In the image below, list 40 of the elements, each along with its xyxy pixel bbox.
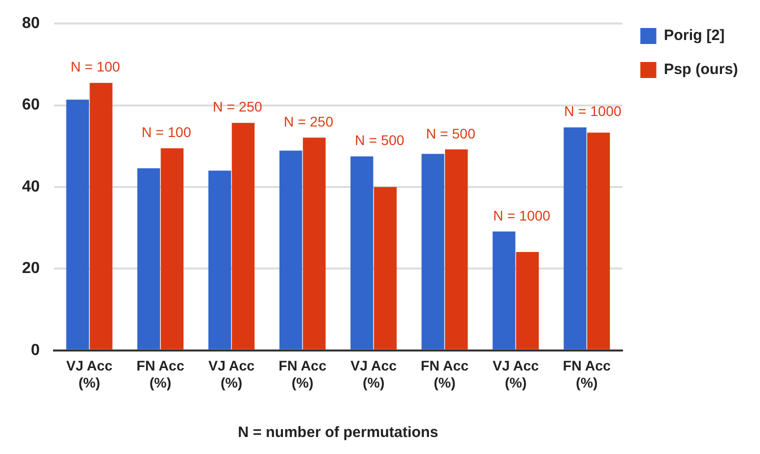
annotation: N = 500 [426, 125, 476, 142]
bar [160, 148, 184, 350]
bar [279, 150, 302, 350]
annotation: N = 500 [354, 132, 405, 148]
annotation: N = 1000 [493, 207, 551, 224]
bar [516, 252, 539, 350]
x-tick-label: FN Acc (%) [278, 358, 327, 390]
bar [564, 127, 586, 350]
annotation: N = 250 [212, 98, 262, 115]
bar [302, 138, 326, 350]
bar [492, 232, 516, 350]
x-tick-label: VJ Acc (%) [492, 358, 540, 390]
bar [208, 170, 232, 350]
x-tick-label: VJ Acc (%) [208, 358, 255, 390]
y-tick-label: 20 [22, 260, 40, 278]
y-tick-label: 80 [22, 15, 40, 32]
annotation: N = 250 [284, 113, 334, 130]
y-tick-label: 60 [22, 96, 40, 114]
annotation: N = 100 [142, 124, 192, 140]
bar [137, 168, 160, 350]
bar [90, 82, 112, 350]
y-tick-label: 40 [22, 178, 40, 196]
y-tick-label: 0 [30, 342, 40, 359]
bar [445, 149, 468, 350]
bar [350, 156, 374, 350]
x-tick-label: FN Acc (%) [136, 358, 184, 390]
bar [374, 187, 397, 350]
x-axis-title: N = number of permutations [238, 424, 438, 442]
legend-label: Porig [2] [664, 27, 725, 44]
x-tick-label: FN Acc (%) [562, 358, 611, 390]
bar [422, 154, 444, 350]
bar [66, 100, 89, 350]
x-tick-label: VJ Acc (%) [350, 358, 397, 390]
x-tick-label: VJ Acc (%) [66, 358, 113, 390]
bar [587, 132, 610, 350]
annotation: N = 100 [70, 58, 120, 75]
x-tick-label: FN Acc (%) [420, 358, 469, 390]
bar [232, 122, 255, 350]
annotation: N = 1000 [564, 103, 622, 120]
legend-label: Psp (ours) [664, 61, 738, 78]
